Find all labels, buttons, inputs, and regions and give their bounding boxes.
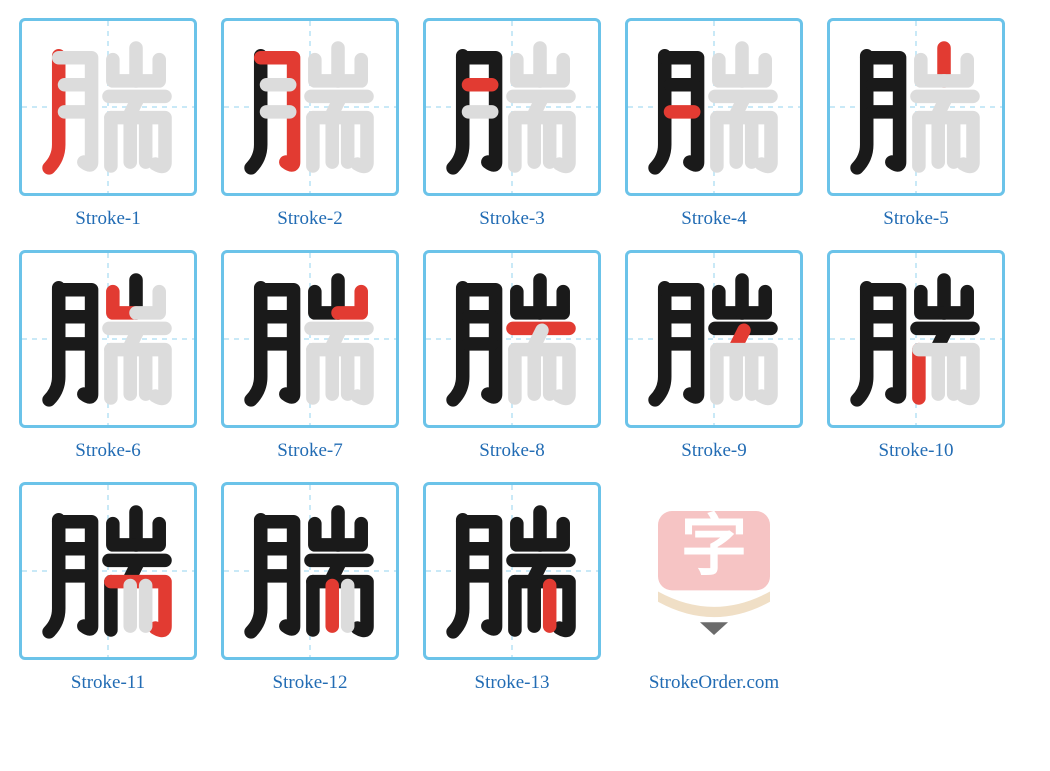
- glyph-svg: [22, 21, 194, 193]
- glyph-svg: [830, 21, 1002, 193]
- stroke-box: [827, 250, 1005, 428]
- stroke-label: Stroke-12: [273, 672, 348, 694]
- stroke-cell-6: Stroke-6: [18, 250, 198, 462]
- stroke-cell-11: Stroke-11: [18, 482, 198, 694]
- glyph-svg: [628, 21, 800, 193]
- stroke-box: [19, 250, 197, 428]
- glyph-svg: [426, 253, 598, 425]
- stroke-cell-7: Stroke-7: [220, 250, 400, 462]
- svg-text:字: 字: [681, 509, 748, 583]
- glyph-svg: [22, 253, 194, 425]
- stroke-box: [625, 250, 803, 428]
- stroke-label: Stroke-1: [75, 208, 140, 230]
- glyph-svg: [224, 485, 396, 657]
- stroke-cell-12: Stroke-12: [220, 482, 400, 694]
- stroke-box: [423, 250, 601, 428]
- stroke-box: [625, 18, 803, 196]
- stroke-label: Stroke-6: [75, 440, 140, 462]
- stroke-grid: Stroke-1 Stroke-2 Stroke-3 Stroke-4 Stro…: [18, 18, 1006, 694]
- stroke-cell-3: Stroke-3: [422, 18, 602, 230]
- stroke-cell-9: Stroke-9: [624, 250, 804, 462]
- stroke-cell-4: Stroke-4: [624, 18, 804, 230]
- stroke-cell-5: Stroke-5: [826, 18, 1006, 230]
- glyph-svg: [224, 21, 396, 193]
- stroke-cell-8: Stroke-8: [422, 250, 602, 462]
- stroke-label: Stroke-3: [479, 208, 544, 230]
- stroke-box: [423, 18, 601, 196]
- logo-label: StrokeOrder.com: [649, 672, 779, 694]
- logo-cell: 字 StrokeOrder.com: [624, 482, 804, 694]
- stroke-box: [19, 482, 197, 660]
- stroke-cell-1: Stroke-1: [18, 18, 198, 230]
- glyph-svg: [22, 485, 194, 657]
- stroke-cell-2: Stroke-2: [220, 18, 400, 230]
- glyph-svg: [426, 485, 598, 657]
- stroke-box: [221, 18, 399, 196]
- stroke-box: [221, 482, 399, 660]
- stroke-box: [827, 18, 1005, 196]
- stroke-box: [19, 18, 197, 196]
- stroke-label: Stroke-10: [879, 440, 954, 462]
- stroke-box: [221, 250, 399, 428]
- logo-icon: 字: [625, 482, 803, 660]
- stroke-label: Stroke-2: [277, 208, 342, 230]
- stroke-label: Stroke-5: [883, 208, 948, 230]
- stroke-label: Stroke-7: [277, 440, 342, 462]
- stroke-cell-13: Stroke-13: [422, 482, 602, 694]
- glyph-svg: [830, 253, 1002, 425]
- stroke-label: Stroke-4: [681, 208, 746, 230]
- glyph-svg: [224, 253, 396, 425]
- stroke-label: Stroke-8: [479, 440, 544, 462]
- stroke-label: Stroke-13: [475, 672, 550, 694]
- stroke-label: Stroke-9: [681, 440, 746, 462]
- stroke-cell-10: Stroke-10: [826, 250, 1006, 462]
- stroke-label: Stroke-11: [71, 672, 145, 694]
- stroke-box: [423, 482, 601, 660]
- glyph-svg: [628, 253, 800, 425]
- glyph-svg: [426, 21, 598, 193]
